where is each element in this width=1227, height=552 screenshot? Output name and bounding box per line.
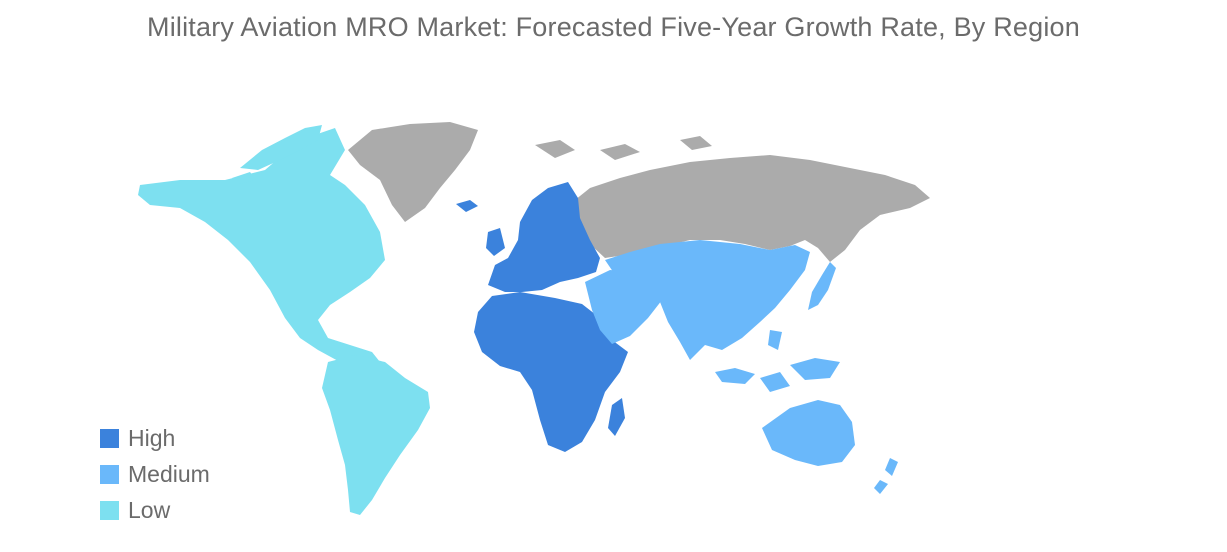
region-south-america (322, 355, 430, 515)
region-japan (808, 262, 836, 310)
legend-item-medium: Medium (100, 456, 210, 492)
legend-label-high: High (128, 424, 176, 451)
region-uk (486, 228, 505, 256)
region-russia (575, 155, 930, 262)
region-iceland (456, 200, 478, 212)
region-north-america (138, 128, 385, 366)
region-se-asia-islands (715, 330, 840, 392)
region-arctic-islands (535, 136, 712, 160)
region-madagascar (608, 398, 625, 436)
region-asia (605, 240, 810, 360)
legend-label-medium: Medium (128, 460, 210, 487)
legend-item-low: Low (100, 492, 210, 528)
legend: High Medium Low (100, 420, 210, 528)
legend-swatch-medium (100, 464, 119, 484)
region-africa (474, 292, 628, 452)
region-europe (488, 182, 600, 292)
legend-swatch-low (100, 500, 119, 520)
legend-label-low: Low (128, 496, 171, 523)
legend-swatch-high (100, 428, 119, 448)
region-australia (762, 400, 855, 466)
chart-title: Military Aviation MRO Market: Forecasted… (147, 12, 1080, 42)
region-new-zealand (874, 458, 898, 494)
legend-item-high: High (100, 420, 210, 456)
region-canada-islands (232, 125, 322, 184)
region-greenland (348, 122, 478, 222)
